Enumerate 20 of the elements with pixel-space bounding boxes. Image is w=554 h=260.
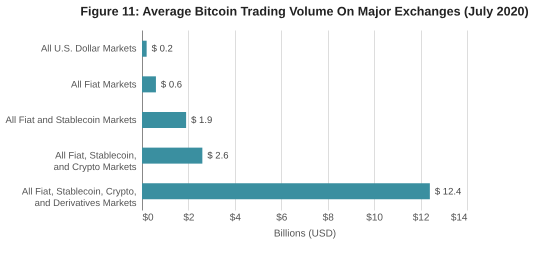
data-label: $ 2.6: [207, 150, 228, 162]
data-label: $ 0.6: [160, 79, 182, 90]
x-tick-label: $4: [230, 212, 242, 224]
y-tick-label: All Fiat Markets: [71, 79, 137, 90]
x-tick-label: $2: [183, 212, 195, 224]
x-tick-label: $12: [412, 212, 430, 224]
y-tick-label: All Fiat and Stablecoin Markets: [6, 115, 137, 126]
x-tick-label: $10: [366, 212, 384, 224]
x-tick-label: $8: [322, 212, 334, 224]
data-label: $ 1.9: [191, 115, 212, 126]
y-tick-label: All Fiat, Stablecoin, Crypto, and Derivatives Markets: [22, 186, 137, 209]
data-label: $ 0.2: [152, 44, 173, 55]
y-tick-label: All Fiat, Stablecoin, and Crypto Markets: [54, 150, 137, 174]
x-tick-label: $0: [142, 212, 154, 224]
x-axis-title: Billions (USD): [274, 228, 336, 240]
x-tick-label: $14: [450, 212, 468, 224]
chart-title: Figure 11: Average Bitcoin Trading Volume On Major Exchanges (July 2020): [80, 4, 529, 18]
y-tick-label: All U.S. Dollar Markets: [40, 44, 137, 55]
data-label: $ 12.4: [434, 186, 462, 198]
x-tick-label: $6: [276, 212, 288, 224]
